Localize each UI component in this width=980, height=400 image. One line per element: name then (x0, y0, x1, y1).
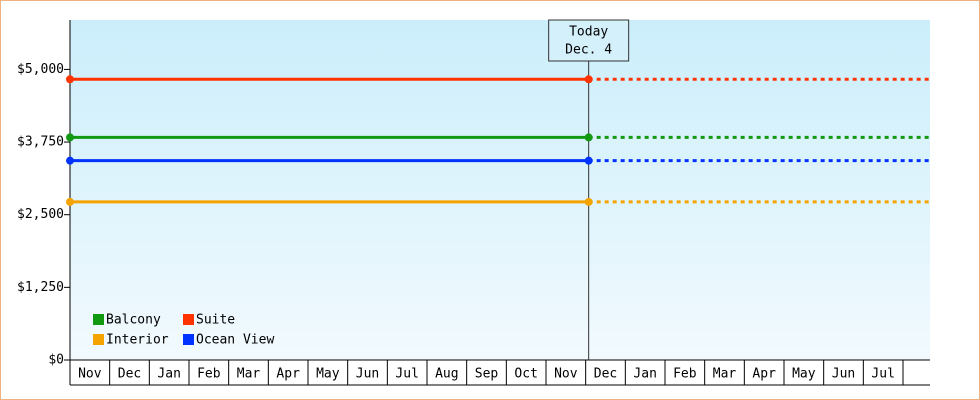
plot-area (70, 20, 930, 360)
x-tick-label: Apr (276, 367, 300, 382)
x-tick-label: Jun (832, 367, 855, 382)
x-tick-label: Apr (752, 367, 776, 382)
legend-label: Interior (106, 333, 169, 348)
today-label: Dec. 4 (565, 43, 612, 58)
x-tick-label: May (792, 367, 816, 382)
legend-swatch (183, 334, 194, 345)
y-tick-label: $2,500 (17, 207, 64, 222)
legend-swatch (93, 314, 104, 325)
point (584, 133, 593, 142)
x-tick-label: Jul (395, 367, 418, 382)
x-tick-label: May (316, 367, 340, 382)
legend-label: Ocean View (196, 333, 274, 348)
x-tick-label: Sep (475, 367, 499, 382)
y-tick-label: $3,750 (17, 135, 64, 150)
legend-swatch (93, 334, 104, 345)
x-tick-label: Jun (356, 367, 379, 382)
x-tick-label: Aug (435, 367, 458, 382)
today-box (548, 19, 630, 62)
legend-label: Balcony (106, 313, 161, 328)
point (584, 75, 593, 84)
x-tick-label: Feb (673, 367, 697, 382)
point (584, 156, 593, 165)
x-tick-label: Dec (594, 367, 617, 382)
y-tick-label: $0 (48, 353, 64, 368)
y-tick-label: $5,000 (17, 62, 64, 77)
x-tick-label: Nov (554, 367, 578, 382)
x-tick-label: Mar (713, 367, 737, 382)
legend-label: Suite (196, 313, 235, 328)
point (66, 156, 74, 165)
x-tick-label: Nov (78, 367, 102, 382)
x-tick-label: Mar (237, 367, 261, 382)
x-tick-label: Oct (514, 367, 537, 382)
point (584, 197, 593, 206)
x-tick-label: Jul (871, 367, 894, 382)
point (66, 75, 74, 84)
today-label: Today (569, 25, 608, 40)
x-tick-label: Jan (157, 367, 180, 382)
legend-swatch (183, 314, 194, 325)
x-tick-label: Jan (633, 367, 656, 382)
y-tick-label: $1,250 (17, 280, 64, 295)
x-tick-label: Dec (118, 367, 141, 382)
point (66, 133, 74, 142)
x-tick-label: Feb (197, 367, 221, 382)
point (66, 197, 74, 206)
